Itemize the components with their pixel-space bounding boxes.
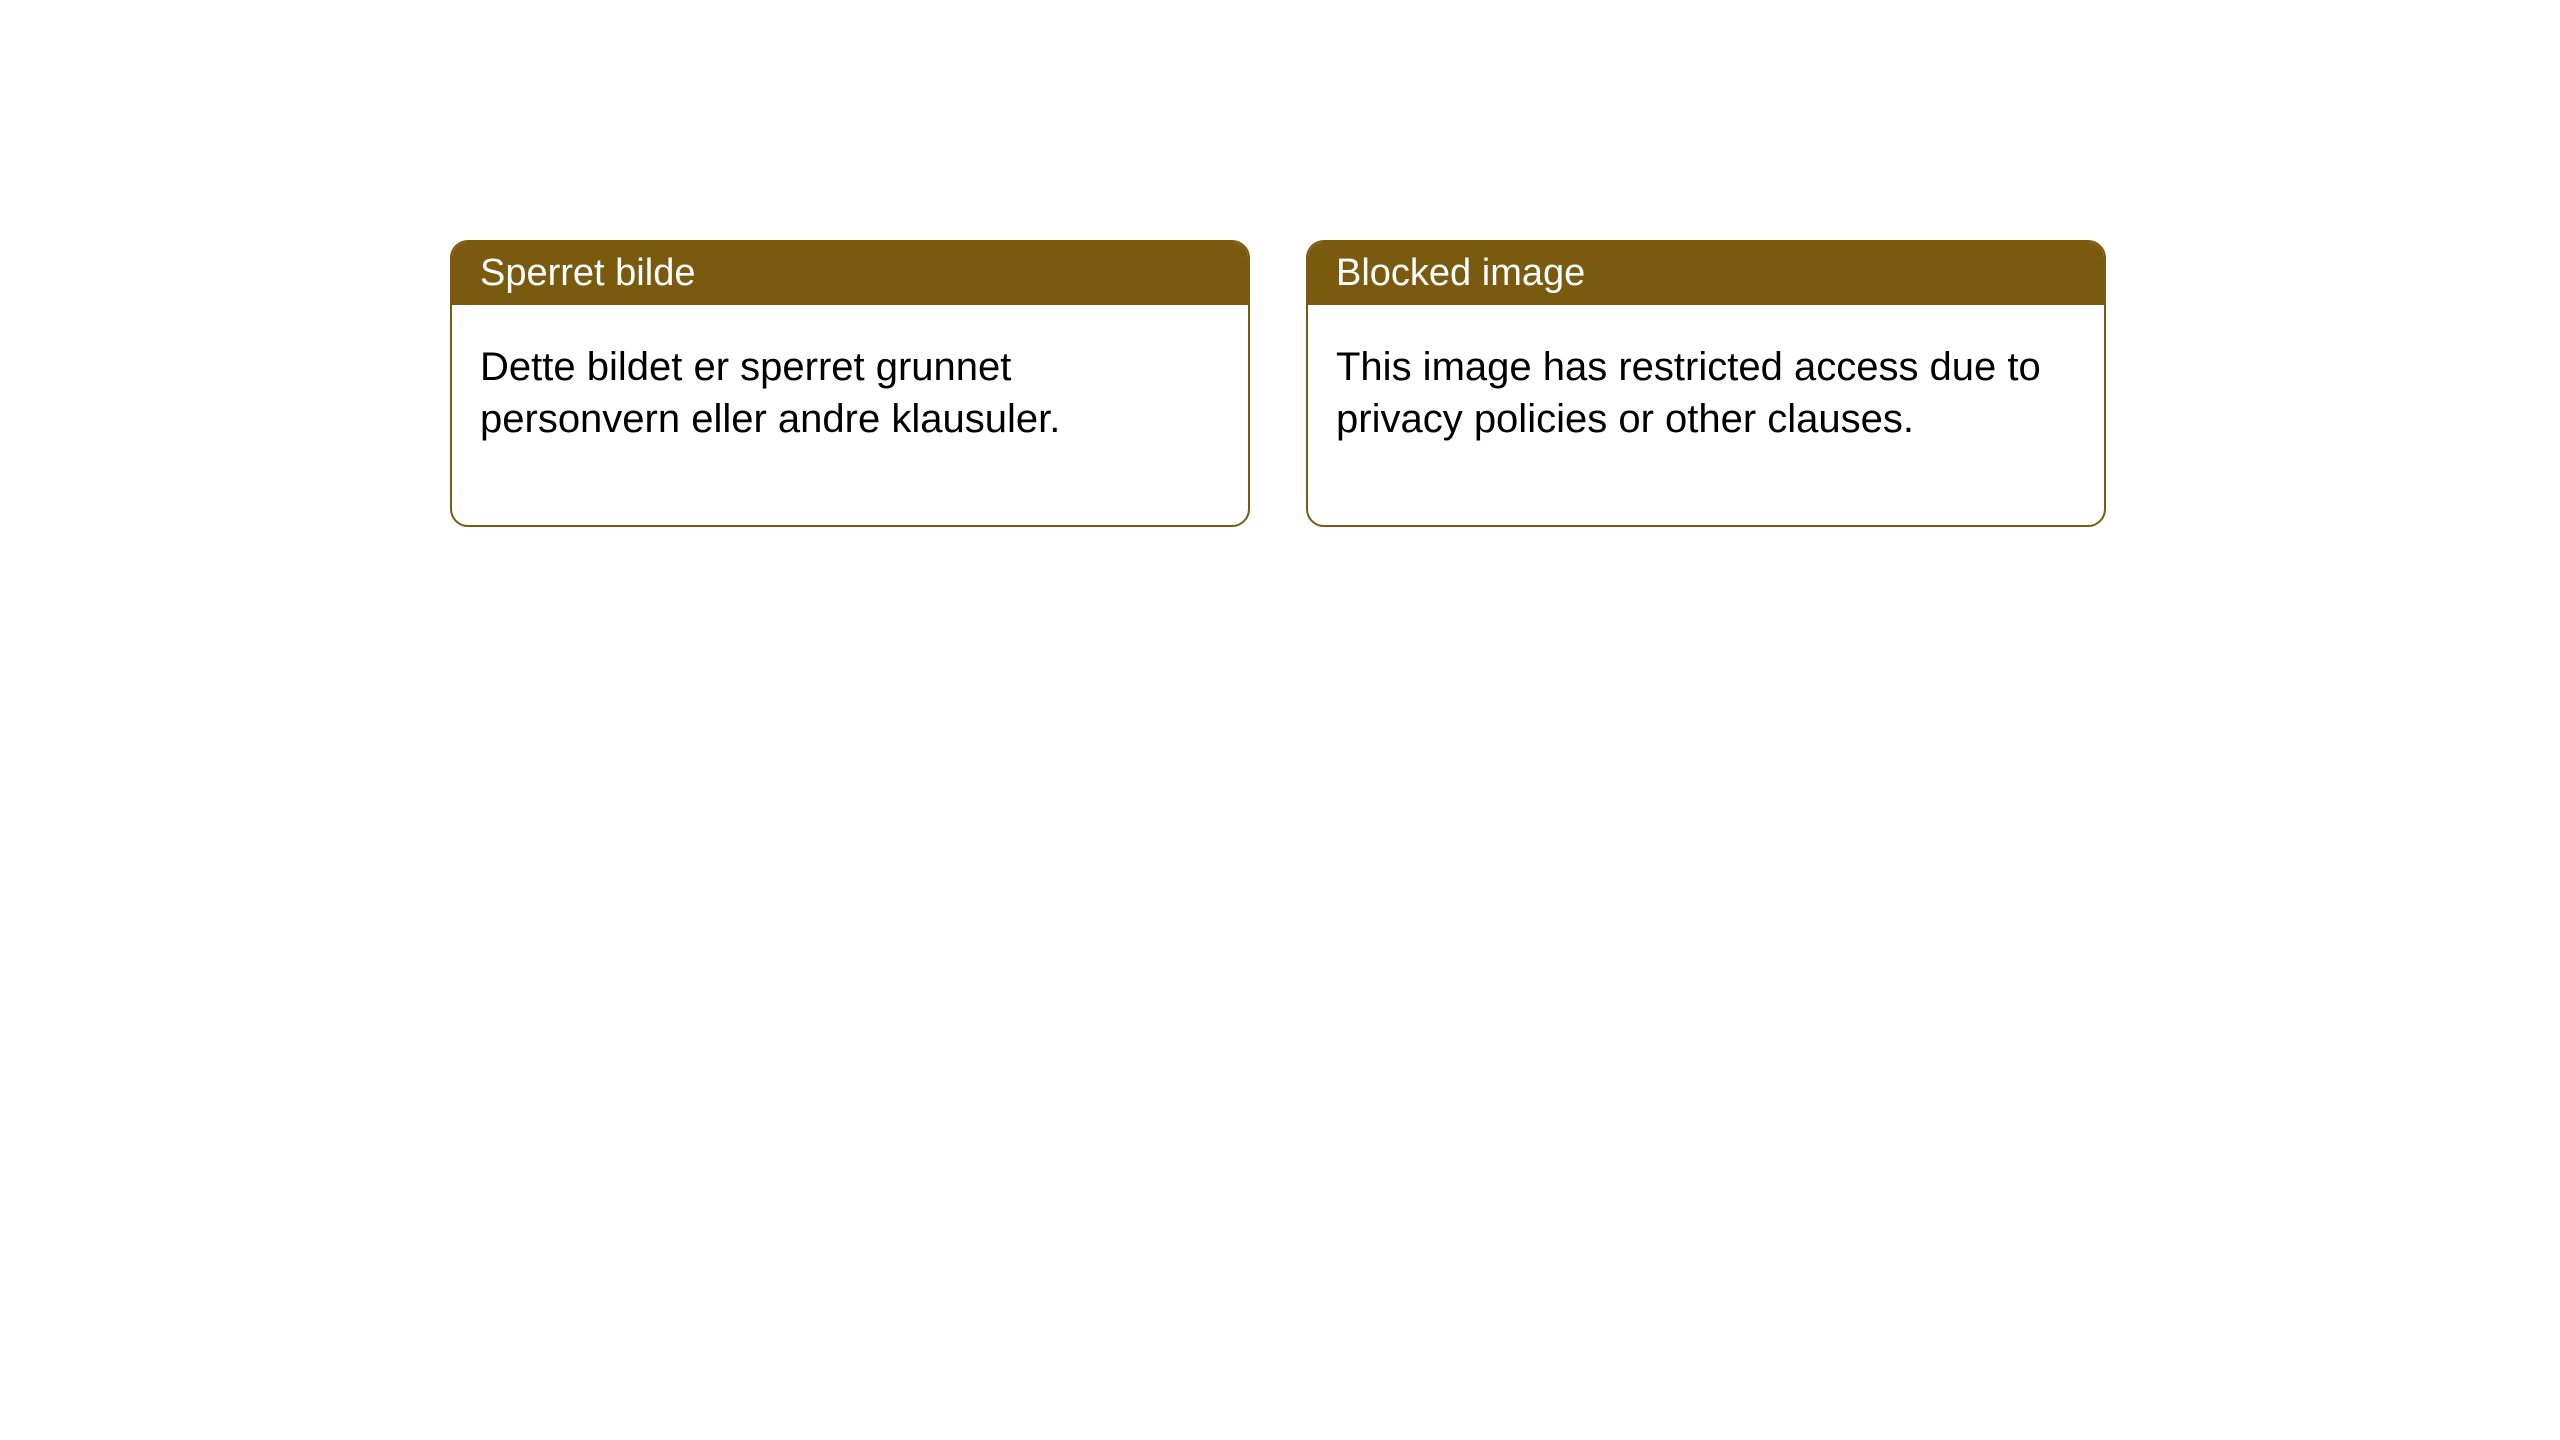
notice-card-norwegian: Sperret bilde Dette bildet er sperret gr… xyxy=(450,240,1250,527)
notice-body: This image has restricted access due to … xyxy=(1308,305,2104,525)
notice-card-english: Blocked image This image has restricted … xyxy=(1306,240,2106,527)
notice-body-text: This image has restricted access due to … xyxy=(1336,345,2041,441)
notice-title: Sperret bilde xyxy=(480,252,695,294)
notice-body: Dette bildet er sperret grunnet personve… xyxy=(452,305,1248,525)
notice-header: Blocked image xyxy=(1308,242,2104,305)
notice-container: Sperret bilde Dette bildet er sperret gr… xyxy=(450,240,2106,527)
notice-header: Sperret bilde xyxy=(452,242,1248,305)
notice-body-text: Dette bildet er sperret grunnet personve… xyxy=(480,345,1060,441)
notice-title: Blocked image xyxy=(1336,252,1585,294)
